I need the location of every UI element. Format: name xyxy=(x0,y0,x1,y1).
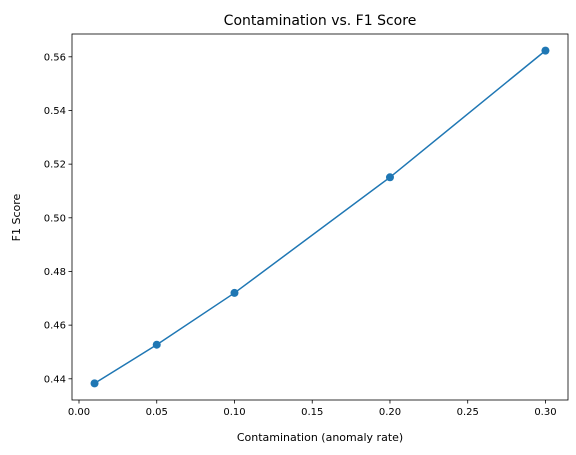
data-point-0 xyxy=(90,379,99,388)
data-point-2 xyxy=(230,288,239,297)
y-tick-label-1: 0.46 xyxy=(44,321,66,332)
x-tick-label-4: 0.20 xyxy=(379,407,401,418)
y-tick-label-4: 0.52 xyxy=(44,160,66,171)
data-point-1 xyxy=(152,340,161,349)
x-tick-label-0: 0.00 xyxy=(68,407,90,418)
x-tick-label-2: 0.10 xyxy=(223,407,245,418)
chart-title: Contamination vs. F1 Score xyxy=(224,13,417,29)
y-tick-label-2: 0.48 xyxy=(44,267,66,278)
y-axis-label: F1 Score xyxy=(10,193,23,241)
x-tick-label-6: 0.30 xyxy=(534,407,556,418)
plot-area: 0.00 0.05 0.10 0.15 0.20 0.25 0.30 0.44 0.46 0.48… xyxy=(44,33,569,418)
y-tick-label-0: 0.44 xyxy=(44,374,66,385)
x-axis-label: Contamination (anomaly rate) xyxy=(237,431,403,444)
y-tick-label-5: 0.54 xyxy=(44,106,66,117)
x-tick-label-1: 0.05 xyxy=(146,407,168,418)
data-point-4 xyxy=(541,46,550,55)
plot-frame xyxy=(71,33,569,401)
data-point-3 xyxy=(385,173,394,182)
y-tick-label-3: 0.50 xyxy=(44,213,66,224)
x-tick-label-3: 0.15 xyxy=(301,407,323,418)
x-tick-label-5: 0.25 xyxy=(457,407,479,418)
y-tick-label-6: 0.56 xyxy=(44,52,66,63)
series-line-0 xyxy=(94,50,546,384)
